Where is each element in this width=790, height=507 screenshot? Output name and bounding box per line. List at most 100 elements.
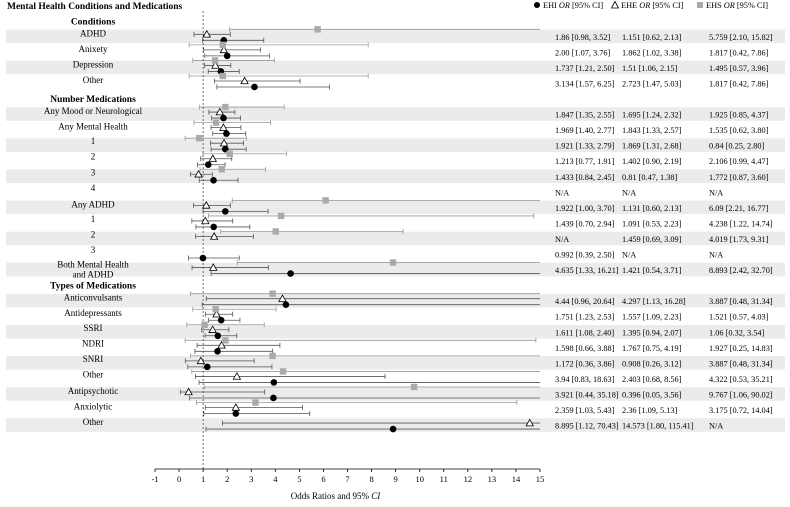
ehi-point — [217, 316, 225, 324]
legend-ci: [95% CI] — [570, 1, 603, 10]
ehi-point — [210, 223, 217, 231]
x-axis-label-ci: CI — [371, 491, 381, 501]
ehi-value-text: 1.921 [1.33, 2.79] — [555, 142, 615, 151]
legend-or: OR — [559, 1, 570, 10]
x-tick-label: 9 — [394, 474, 398, 484]
ehe-point — [208, 263, 218, 271]
legend-label: EHS OR [95% CI] — [706, 1, 768, 10]
ehi-value-text: 1.172 [0.36, 3.86] — [555, 359, 615, 368]
ehi-value-text: 3.921 [0.44, 35.18] — [555, 390, 619, 399]
ehe-point — [219, 138, 229, 147]
row-label: Antidepressants — [64, 308, 122, 318]
section-header: Conditions — [71, 17, 116, 27]
ehe-point — [215, 107, 225, 116]
ehe-point — [208, 325, 217, 333]
x-tick-label: 7 — [345, 474, 349, 484]
ehs-value-text: 1.535 [0.62, 3.80] — [709, 126, 769, 135]
ehe-point — [201, 200, 211, 209]
ehi-value-text: 2.00 [1.07, 3.76] — [555, 48, 611, 57]
row-label: Anixety — [79, 44, 108, 54]
ehe-value-text: 4.297 [1.13, 16.28] — [622, 297, 686, 306]
x-tick-label: 10 — [415, 474, 424, 484]
x-axis-label-text: Odds Ratios and 95% — [291, 491, 372, 501]
section-header: Types of Medications — [50, 282, 136, 292]
ehe-point — [194, 169, 203, 178]
legend-ehe-marker — [610, 0, 620, 9]
row-label: Other — [83, 417, 104, 427]
ehe-value-text: 1.695 [1.24, 2.32] — [622, 111, 682, 120]
ehi-point — [223, 52, 231, 60]
ehi-point — [210, 176, 217, 184]
ehs-point — [196, 134, 203, 142]
legend-or: OR — [724, 1, 735, 10]
ehs-value-text: 1.925 [0.85, 4.37] — [709, 111, 769, 120]
ehi-value-text: 1.213 [0.77, 1.91] — [555, 157, 615, 166]
x-tick-label: -1 — [151, 474, 158, 484]
ehi-value-text: 0.992 [0.39, 2.50] — [555, 251, 615, 260]
legend-series-name: EHI — [543, 1, 559, 10]
ehi-value-text: N/A — [555, 188, 569, 197]
ehi-point — [223, 130, 230, 137]
ehs-point — [410, 383, 418, 391]
row-label: 2 — [91, 229, 96, 239]
ehs-value-text: N/A — [709, 251, 723, 260]
row-label: Depression — [73, 59, 114, 69]
x-tick-label: 1 — [201, 474, 205, 484]
ehi-value-text: 3.94 [0.83, 18.63] — [555, 375, 615, 384]
ehe-value-text: 2.403 [0.68, 8.56] — [622, 375, 682, 384]
row-shade — [6, 325, 785, 339]
row-label: 1 — [91, 214, 96, 224]
ehs-point — [211, 57, 219, 64]
ehi-value-text: 1.433 [0.84, 2.45] — [555, 173, 615, 182]
ehe-value-text: 0.81 [0.47, 1.38] — [622, 173, 678, 182]
legend-ci: [95% CI] — [650, 1, 683, 10]
ehs-point — [389, 259, 397, 266]
x-tick-label: 12 — [464, 474, 473, 484]
row-shade — [6, 262, 785, 277]
ehs-value-text: 9.767 [1.06, 90.02] — [709, 390, 773, 399]
ehi-point — [203, 363, 211, 371]
ehe-point — [202, 29, 212, 38]
ehs-value-text: 2.106 [0.99, 4.47] — [709, 157, 769, 166]
ehe-value-text: N/A — [622, 251, 636, 260]
row-shade — [6, 29, 785, 44]
ehi-point — [214, 348, 221, 355]
row-shade — [6, 418, 785, 432]
ehs-point — [272, 228, 279, 235]
ehe-value-text: 1.421 [0.54, 3.71] — [622, 266, 682, 275]
ehi-value-text: 1.737 [1.21, 2.50] — [555, 64, 615, 73]
row-shade — [6, 231, 785, 246]
row-shade — [6, 293, 785, 308]
ehs-value-text: 3.887 [0.48, 31.34] — [709, 359, 773, 368]
ehi-point — [270, 394, 277, 402]
ehi-point — [282, 301, 290, 308]
ehi-value-text: 4.635 [1.33, 16.21] — [555, 266, 619, 275]
ehs-value-text: 1.521 [0.57, 4.03] — [709, 313, 769, 322]
ci-lines — [179, 26, 540, 432]
ehs-point — [219, 41, 226, 49]
ehi-point — [287, 270, 294, 277]
row-label: ADHD — [80, 28, 106, 38]
row-label: SNRI — [83, 354, 104, 364]
ehi-value-text: 8.895 [1.12, 70.43] — [555, 422, 619, 431]
row-label: 1 — [91, 136, 96, 146]
ehs-point — [279, 368, 287, 375]
ehs-value-text: 4.019 [1.73, 9.31] — [709, 235, 769, 244]
x-tick-label: 13 — [488, 474, 497, 484]
legend-or: OR — [639, 1, 650, 10]
x-tick-label: 15 — [536, 474, 545, 484]
ehi-point — [214, 332, 222, 340]
ehe-value-text: 1.869 [1.31, 2.68] — [622, 142, 682, 151]
ehe-value-text: 1.51 [1.06, 2.15] — [622, 64, 678, 73]
ehe-point — [196, 356, 206, 365]
ehe-point — [232, 372, 242, 380]
ehs-point — [218, 166, 225, 173]
ehs-point — [277, 212, 285, 220]
row-shade — [6, 107, 785, 121]
x-tick-label: 5 — [297, 474, 301, 484]
ehi-value-text: 1.969 [1.40, 2.77] — [555, 126, 615, 135]
ehe-point — [219, 45, 229, 54]
row-label: 4 — [91, 183, 96, 193]
ehs-value-text: 3.175 [0.72, 14.04] — [709, 406, 773, 415]
